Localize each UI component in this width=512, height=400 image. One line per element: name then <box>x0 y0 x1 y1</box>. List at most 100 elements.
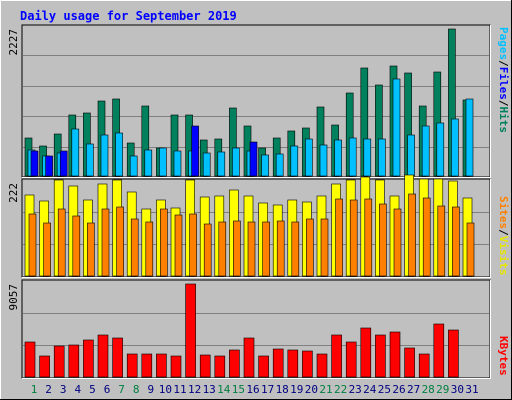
pages-bar-day-12 <box>191 125 199 177</box>
legend-kbytes: KBytes <box>497 336 510 376</box>
files-bar-day-6 <box>100 134 109 177</box>
top-max-label: 2227 <box>7 29 20 56</box>
files-bar-day-30 <box>451 118 459 177</box>
day-label: 28 <box>422 383 435 396</box>
files-bar-day-4 <box>71 128 80 177</box>
kbytes-bar-day-24 <box>360 327 372 378</box>
kbytes-bar-day-17 <box>258 355 269 378</box>
files-bar-day-10 <box>159 147 167 177</box>
files-bar-day-7 <box>115 132 123 177</box>
chart-title: Daily usage for September 2019 <box>20 9 237 23</box>
sites-bar-day-10 <box>160 208 168 277</box>
files-bar-day-5 <box>86 143 94 177</box>
sites-bar-day-6 <box>101 208 110 277</box>
legend-hits: Hits <box>497 107 510 134</box>
kbytes-bar-day-2 <box>39 355 50 378</box>
files-bar-day-17 <box>261 154 269 177</box>
legend-pages: Pages <box>497 27 510 60</box>
files-bar-day-28 <box>421 125 430 177</box>
pages-bar-day-16 <box>249 141 258 177</box>
day-label: 29 <box>436 383 449 396</box>
sites-bar-day-18 <box>276 220 285 277</box>
sites-bar-day-9 <box>145 221 154 277</box>
kbytes-bar-day-4 <box>68 344 80 378</box>
sites-bar-day-24 <box>364 198 373 277</box>
kbytes-bar-day-9 <box>141 353 153 378</box>
kbytes-bar-day-5 <box>83 339 94 378</box>
sites-bar-day-16 <box>247 221 256 277</box>
day-label: 8 <box>133 383 140 396</box>
kbytes-bar-day-12 <box>185 283 196 378</box>
pages-bar-day-2 <box>45 155 53 177</box>
panel-top-bars <box>24 28 474 177</box>
files-bar-day-26 <box>392 78 401 177</box>
legend-sep-3: / <box>497 229 510 236</box>
day-label: 24 <box>363 383 377 396</box>
kbytes-bar-day-16 <box>243 337 255 378</box>
files-bar-day-19 <box>290 145 299 177</box>
day-label: 17 <box>261 383 274 396</box>
day-label: 22 <box>334 383 347 396</box>
sites-bar-day-31 <box>466 222 475 277</box>
files-bar-day-21 <box>319 144 328 177</box>
day-label: 20 <box>305 383 318 396</box>
kbytes-bar-day-1 <box>24 341 36 378</box>
sites-bar-day-8 <box>130 218 139 277</box>
panel-bottom <box>21 279 491 379</box>
kbytes-bar-day-19 <box>287 349 299 378</box>
day-label: 10 <box>159 383 172 396</box>
legend-visits: Visits <box>497 236 510 276</box>
kbytes-bar-day-15 <box>229 349 240 378</box>
sites-bar-day-20 <box>306 218 314 277</box>
sites-bar-day-23 <box>349 199 358 277</box>
day-label: 19 <box>290 383 303 396</box>
day-label: 11 <box>173 383 186 396</box>
files-bar-day-31 <box>465 98 474 177</box>
sites-bar-day-14 <box>218 221 227 277</box>
sites-bar-day-22 <box>335 198 343 277</box>
kbytes-bar-day-14 <box>214 355 226 378</box>
day-label: 16 <box>246 383 259 396</box>
legend-sep-2: / <box>497 100 510 107</box>
sites-bar-day-1 <box>28 213 37 277</box>
middle-max-label: 222 <box>7 183 20 203</box>
sites-bar-day-28 <box>422 197 431 277</box>
kbytes-bar-day-21 <box>316 353 328 378</box>
sites-bar-day-4 <box>72 215 81 277</box>
sites-bar-day-13 <box>203 223 212 277</box>
kbytes-bar-day-18 <box>272 348 284 378</box>
panel-top <box>21 24 491 178</box>
day-label: 12 <box>188 383 201 396</box>
kbytes-bar-day-30 <box>448 329 459 378</box>
files-bar-day-23 <box>348 137 357 177</box>
sites-bar-day-21 <box>320 218 329 277</box>
files-bar-day-15 <box>232 147 240 177</box>
kbytes-bar-day-27 <box>404 347 415 378</box>
day-label: 6 <box>104 383 111 396</box>
day-label: 9 <box>147 383 154 396</box>
panel-middle-bars <box>24 174 475 277</box>
day-label: 30 <box>451 383 464 396</box>
middle-legend: Sites/Visits <box>497 196 510 276</box>
day-label: 27 <box>407 383 420 396</box>
legend-files: Files <box>497 67 510 100</box>
kbytes-bar-day-29 <box>433 323 445 378</box>
kbytes-bar-day-8 <box>126 353 138 378</box>
day-label: 25 <box>378 383 391 396</box>
kbytes-bar-day-20 <box>302 350 313 378</box>
sites-bar-day-17 <box>262 221 270 277</box>
sites-bar-day-26 <box>393 208 402 277</box>
files-bar-day-8 <box>129 155 138 177</box>
day-label: 3 <box>60 383 67 396</box>
sites-bar-day-29 <box>437 205 446 277</box>
panel-bottom-bars <box>24 283 459 378</box>
day-label: 15 <box>232 383 245 396</box>
pages-bar-day-1 <box>30 150 39 177</box>
legend-sep-1: / <box>497 60 510 67</box>
files-bar-day-24 <box>363 138 372 177</box>
bottom-max-label: 9057 <box>7 284 20 311</box>
kbytes-bar-day-10 <box>156 353 167 378</box>
bottom-legend: KBytes <box>497 336 510 376</box>
kbytes-bar-day-26 <box>389 331 401 378</box>
